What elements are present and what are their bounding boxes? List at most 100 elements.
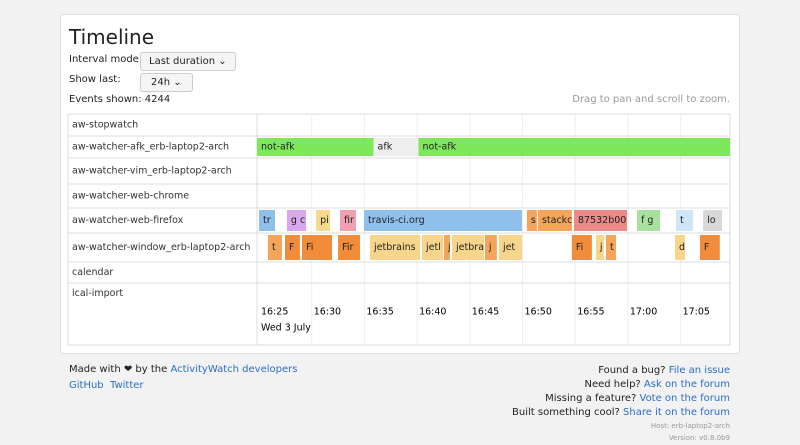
tick-label: 16:45 xyxy=(472,307,499,318)
footer-help: Found a bug? File an issue Need help? As… xyxy=(512,364,730,444)
segment-label: F xyxy=(289,242,294,253)
label: Show last: xyxy=(69,74,121,85)
footer-social: GitHub Twitter xyxy=(69,380,144,391)
segment-label: j xyxy=(599,242,603,253)
segment-label: t xyxy=(610,242,614,253)
line: Built something cool? Share it on the fo… xyxy=(512,406,730,420)
segment-label: t xyxy=(680,215,684,226)
segment xyxy=(364,210,522,231)
segment-label: jetbrains xyxy=(373,242,416,253)
segment-label: d xyxy=(679,242,685,253)
segment-label: Fi xyxy=(576,242,583,253)
text: Need help? xyxy=(584,379,641,390)
row-label: calendar xyxy=(72,267,113,278)
text: Missing a feature? xyxy=(545,393,637,404)
segment-label: tr xyxy=(263,215,271,226)
tick-label: 17:00 xyxy=(630,307,657,318)
row-label: aw-watcher-afk_erb-laptop2-arch xyxy=(72,142,229,153)
link[interactable]: GitHub xyxy=(69,380,104,391)
segment xyxy=(267,235,283,260)
text: Made with ❤ by the xyxy=(69,364,168,375)
events: Events shown: 4244 xyxy=(69,94,170,105)
segment-label: j xyxy=(488,242,492,253)
segment-label: Fir xyxy=(342,242,353,253)
line: Need help? Ask on the forum xyxy=(512,378,730,392)
tick-label: 16:25 xyxy=(261,307,288,318)
tick-label: 16:30 xyxy=(314,307,341,318)
segment xyxy=(259,210,275,231)
text: Found a bug? xyxy=(598,365,666,376)
select[interactable]: Last duration ⌄ xyxy=(140,52,236,71)
hint: Drag to pan and scroll to zoom. xyxy=(572,94,730,105)
segment xyxy=(484,235,497,260)
segment xyxy=(571,235,592,260)
segment xyxy=(338,235,361,260)
segment-label: jetl xyxy=(425,242,441,253)
segment xyxy=(373,138,419,156)
segment xyxy=(316,210,330,231)
link[interactable]: File an issue xyxy=(668,365,730,376)
segment-label: Fi xyxy=(306,242,313,253)
segment xyxy=(257,138,374,156)
segment xyxy=(699,235,720,260)
line: Missing a feature? Vote on the forum xyxy=(512,392,730,406)
title: Timeline xyxy=(69,25,155,49)
segment xyxy=(286,210,307,231)
segment xyxy=(452,235,485,260)
segment-label: g c xyxy=(291,215,305,226)
segment xyxy=(443,235,450,260)
link[interactable]: Vote on the forum xyxy=(639,393,731,404)
row-label: aw-stopwatch xyxy=(72,120,138,131)
segment xyxy=(284,235,300,260)
segment xyxy=(418,138,730,156)
text: Built something cool? xyxy=(512,407,620,418)
segment xyxy=(302,235,333,260)
select-value: Last duration xyxy=(149,56,216,67)
segment xyxy=(605,235,616,260)
segment xyxy=(573,210,628,231)
segment-label: f g xyxy=(641,215,653,226)
host: Host: erb-laptop2-arch xyxy=(650,422,730,430)
select[interactable]: 24h ⌄ xyxy=(140,73,193,92)
row-label: aw-watcher-window_erb-laptop2-arch xyxy=(72,242,250,253)
segment-label: s xyxy=(531,215,536,226)
segment xyxy=(676,210,694,231)
segment xyxy=(595,235,604,260)
count: 4244 xyxy=(144,94,171,105)
segment xyxy=(674,235,685,260)
segment-label: afk xyxy=(378,142,393,153)
segment xyxy=(703,210,723,231)
line: Found a bug? File an issue xyxy=(512,364,730,378)
segment-label: travis-ci.org xyxy=(368,215,425,226)
link[interactable]: ActivityWatch developers xyxy=(170,364,298,375)
tick-label: 16:35 xyxy=(366,307,393,318)
segment-label: jet xyxy=(502,242,515,253)
select-value: 24h xyxy=(151,77,171,88)
date-label: Wed 3 July xyxy=(261,323,311,334)
footer-made: Made with ❤ by the ActivityWatch develop… xyxy=(69,364,297,375)
link[interactable]: Share it on the forum xyxy=(623,407,730,418)
timeline: 16:25 16:30 16:35 16:40 16:45 16:50 16:55 17:00… xyxy=(67,113,731,346)
row-label: aw-watcher-web-firefox xyxy=(72,215,184,226)
tick-label: 16:55 xyxy=(577,307,604,318)
segment xyxy=(526,210,537,231)
segment-label: F xyxy=(704,242,709,253)
tick-label: 16:50 xyxy=(525,307,552,318)
link[interactable]: Twitter xyxy=(110,380,144,391)
segment xyxy=(637,210,661,231)
segment-label: not-afk xyxy=(423,142,457,153)
tick-label: 16:40 xyxy=(419,307,446,318)
segment xyxy=(537,210,572,231)
row-label: aw-watcher-vim_erb-laptop2-arch xyxy=(72,166,232,177)
segment xyxy=(339,210,356,231)
segment-label: lo xyxy=(707,215,716,226)
segment-label: fir xyxy=(344,215,354,226)
link[interactable]: Ask on the forum xyxy=(643,379,730,390)
segment xyxy=(498,235,522,260)
segment-label: not-afk xyxy=(261,142,295,153)
row-label: aw-watcher-web-chrome xyxy=(72,191,189,202)
label: Interval mode: xyxy=(69,54,143,65)
version: Version: v0.8.0b9 xyxy=(668,434,730,442)
segment-label: stackc xyxy=(542,215,572,226)
